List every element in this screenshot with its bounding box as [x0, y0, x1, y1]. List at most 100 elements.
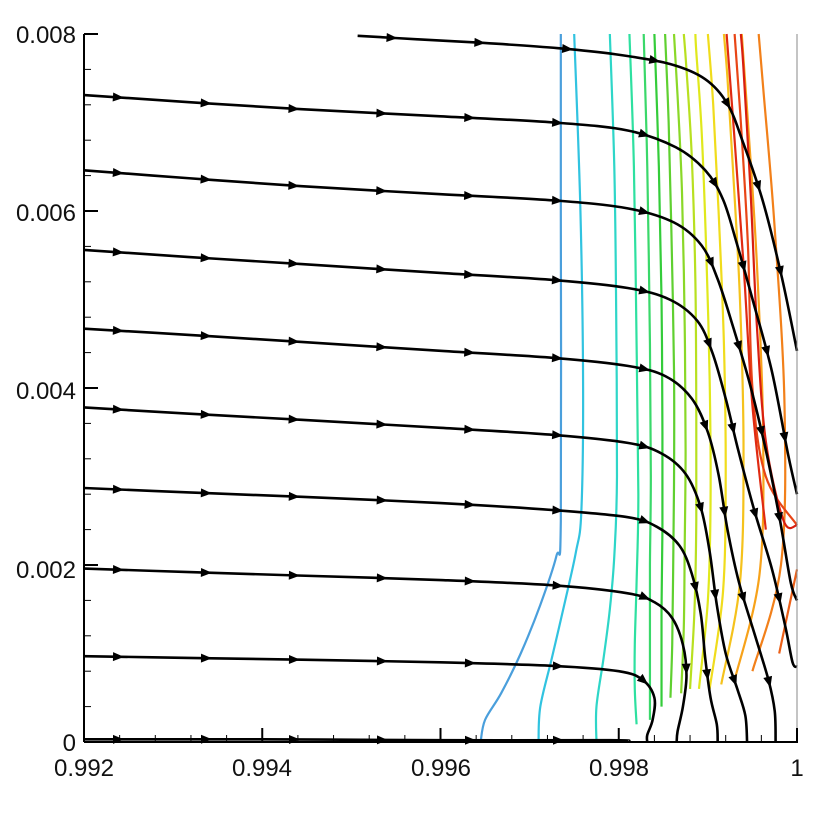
streamline-arrow: [464, 347, 476, 357]
streamline-arrow: [551, 195, 563, 205]
contour-line: [733, 33, 765, 681]
streamline-arrow: [200, 409, 212, 419]
streamline-arrow: [112, 92, 124, 102]
streamline-arrow: [689, 581, 699, 594]
streamline-arrow: [200, 253, 212, 263]
streamline-arrow: [376, 419, 388, 429]
streamlines-group: [83, 33, 799, 745]
streamline-arrow: [721, 97, 731, 109]
streamline-arrow: [376, 656, 388, 666]
x-tick-label: 0.992: [54, 755, 114, 782]
streamline-arrow: [112, 484, 124, 494]
streamline-arrow: [112, 404, 124, 414]
x-tick-labels: 0.992 0.994 0.996 0.998 1: [54, 755, 804, 782]
streamline-arrow: [551, 275, 564, 285]
streamline: [83, 654, 657, 743]
streamline-arrow: [376, 264, 388, 274]
streamline-arrow: [200, 653, 212, 663]
y-tick-label: 0.002: [16, 557, 76, 584]
streamline-arrow: [463, 190, 476, 200]
streamline-arrow: [774, 511, 783, 524]
streamline-arrow: [638, 591, 651, 600]
x-tick-label: 0.994: [232, 755, 292, 782]
streamline-arrow: [638, 440, 651, 450]
streamline-arrow: [552, 580, 564, 590]
y-tick-label: 0.008: [16, 22, 76, 49]
streamline-arrow: [200, 488, 212, 498]
contour-line: [663, 33, 676, 698]
streamline-arrow: [749, 507, 759, 520]
streamline: [83, 93, 799, 495]
streamline-arrow: [636, 673, 649, 685]
streamline-arrow: [552, 661, 564, 671]
streamline-arrow: [112, 325, 124, 335]
streamline-arrow: [638, 285, 651, 295]
streamline: [83, 327, 777, 743]
streamline-arrow: [386, 33, 398, 42]
streamline-arrow: [463, 269, 476, 279]
streamline-arrow: [464, 499, 476, 509]
streamline-arrow: [200, 331, 212, 341]
streamline-arrow: [376, 342, 388, 352]
streamline-arrow: [112, 652, 124, 662]
streamline: [83, 567, 688, 743]
streamline-arrow: [638, 128, 650, 138]
y-tick-label: 0.006: [16, 200, 76, 227]
streamline-arrow: [779, 431, 789, 444]
streamline-arrow: [288, 491, 300, 501]
streamline-arrow: [699, 419, 709, 432]
contour-line: [733, 33, 798, 526]
streamline-arrow: [703, 337, 712, 350]
streamline-arrow: [756, 425, 765, 438]
streamline-arrow: [464, 576, 476, 586]
streamline-arrow: [464, 113, 476, 123]
streamline-arrow: [288, 258, 300, 268]
streamline-arrow: [648, 55, 661, 64]
streamline: [83, 248, 798, 669]
y-tick-labels: 0 0.002 0.004 0.006 0.008: [16, 22, 76, 757]
streamline-arrow: [288, 180, 300, 190]
streamline-arrow: [288, 654, 300, 664]
streamline-arrow: [638, 206, 650, 215]
streamline-arrow: [727, 422, 737, 435]
streamline-arrow: [376, 108, 388, 118]
streamline-arrow: [695, 501, 704, 514]
streamline-arrow: [638, 515, 651, 524]
streamline-arrow: [719, 506, 729, 518]
streamline-arrow: [376, 573, 388, 583]
streamline-arrow: [200, 174, 212, 184]
streamline-arrow: [561, 44, 574, 53]
streamline: [83, 168, 799, 601]
streamline-arrow: [638, 363, 651, 373]
streamline-arrow: [464, 658, 476, 668]
ticks-group: [83, 33, 798, 743]
streamline: [83, 406, 749, 743]
streamline: [83, 486, 719, 743]
x-tick-label: 1: [790, 755, 803, 782]
streamline-arrow: [288, 103, 300, 113]
y-tick-label: 0.004: [16, 378, 76, 405]
streamline-arrow: [737, 591, 747, 604]
contour-lines-group: [479, 33, 799, 743]
streamline-arrow: [552, 505, 564, 515]
streamline-arrow: [200, 567, 212, 577]
streamline-arrow: [464, 735, 476, 745]
streamline-arrow: [705, 256, 714, 269]
streamline-arrow: [288, 414, 300, 424]
streamline-arrow: [376, 735, 388, 745]
streamline-arrow: [552, 735, 564, 745]
contour-line: [706, 33, 727, 690]
contour-line: [594, 33, 619, 743]
streamline-arrow: [702, 668, 712, 681]
x-tick-label: 0.998: [589, 755, 649, 782]
streamline-arrow: [112, 565, 124, 575]
contour-line: [653, 33, 664, 707]
streamline-arrow: [376, 186, 388, 196]
contour-line: [628, 33, 640, 725]
streamline-arrow: [464, 424, 476, 434]
streamline-arrow: [200, 98, 212, 108]
contour-line: [537, 33, 585, 743]
contour-line: [751, 33, 787, 672]
x-tick-label: 0.996: [411, 755, 471, 782]
